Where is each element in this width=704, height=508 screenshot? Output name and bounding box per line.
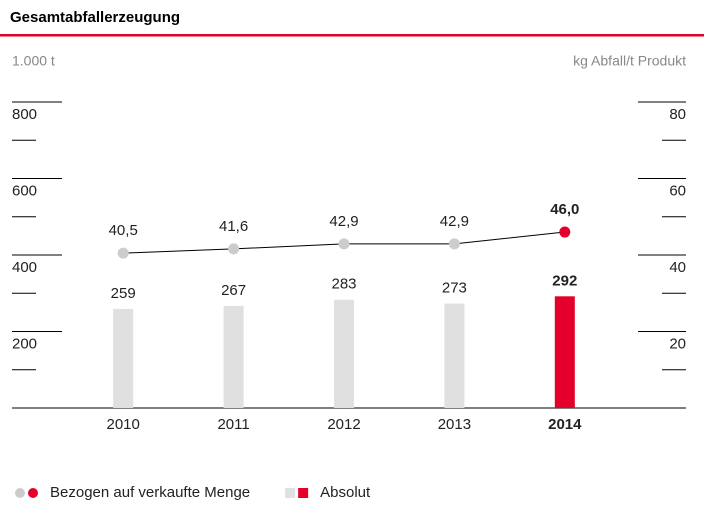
- line-point: [228, 243, 240, 255]
- bar: [334, 299, 354, 408]
- x-tick-label: 2014: [548, 416, 582, 433]
- y2-tick-label: 40: [669, 259, 686, 276]
- line-point: [559, 226, 571, 238]
- legend-swatch: [298, 488, 309, 498]
- line-label: 42,9: [329, 213, 358, 230]
- bar: [223, 305, 244, 408]
- bar: [113, 308, 134, 408]
- line-point: [117, 247, 129, 259]
- line-label: 46,0: [550, 201, 579, 218]
- line-label: 41,6: [219, 218, 248, 235]
- y-tick-label: 600: [12, 182, 37, 199]
- y2-axis-label: kg Abfall/t Produkt: [573, 53, 686, 69]
- y-tick-label: 400: [12, 259, 37, 276]
- legend-label: Bezogen auf verkaufte Menge: [50, 484, 250, 501]
- legend-label: Absolut: [320, 484, 371, 501]
- y2-tick-label: 80: [669, 106, 686, 123]
- bar: [554, 296, 575, 408]
- y-tick-label: 800: [12, 106, 37, 123]
- bar-label: 267: [221, 282, 246, 299]
- bar-label: 292: [552, 272, 577, 289]
- line-point: [448, 238, 460, 250]
- y-axis-label: 1.000 t: [12, 53, 55, 69]
- legend-swatch: [28, 488, 38, 498]
- line-point: [338, 238, 350, 250]
- y2-tick-label: 60: [669, 182, 686, 199]
- x-tick-label: 2012: [327, 416, 360, 433]
- x-tick-label: 2013: [438, 416, 471, 433]
- line-label: 40,5: [109, 222, 138, 239]
- bar-label: 283: [331, 276, 356, 293]
- chart-title: Gesamtabfallerzeugung: [10, 9, 180, 26]
- x-tick-label: 2010: [107, 416, 140, 433]
- bar-label: 259: [111, 285, 136, 302]
- bar: [444, 303, 465, 408]
- y-tick-label: 200: [12, 335, 37, 352]
- legend-swatch: [285, 488, 296, 498]
- legend-swatch: [15, 488, 25, 498]
- bar-label: 273: [442, 280, 467, 297]
- y2-tick-label: 20: [669, 335, 686, 352]
- title-rule: [0, 34, 704, 37]
- line-label: 42,9: [440, 213, 469, 230]
- x-tick-label: 2011: [217, 416, 249, 433]
